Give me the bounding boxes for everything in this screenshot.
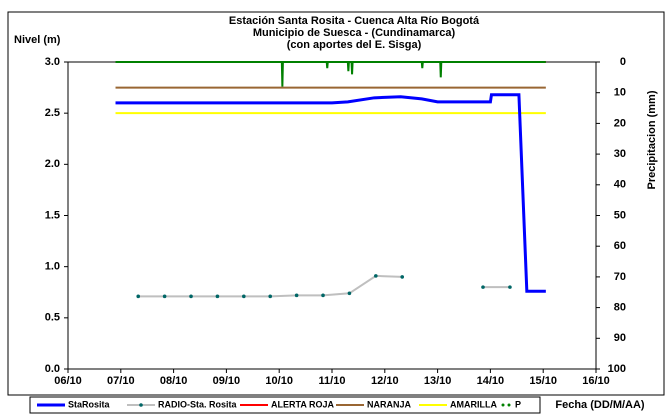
legend-label: RADIO-Sta. Rosita [158, 399, 238, 409]
y-tick-label: 1.5 [45, 209, 60, 221]
series-marker [400, 275, 405, 279]
x-tick-label: 16/10 [582, 375, 610, 387]
y2-tick-label: 20 [614, 117, 626, 129]
x-tick-label: 11/10 [319, 375, 346, 387]
plot-area [67, 61, 597, 370]
series-marker [136, 294, 141, 299]
y-tick-label: 2.5 [45, 107, 60, 119]
y2-tick-label: 90 [614, 332, 626, 344]
chart-title: Estación Santa Rosita - Cuenca Alta Río … [229, 15, 480, 27]
series-line [138, 274, 510, 298]
y2-tick-label: 60 [614, 240, 626, 252]
y2-tick-label: 100 [608, 363, 626, 375]
y-tick-label: 3.0 [45, 56, 60, 68]
legend-swatch [507, 403, 511, 407]
legend-label: NARANJA [367, 399, 412, 409]
y-tick-label: 1.0 [45, 261, 60, 273]
x-axis-label: Fecha (DD/M/AA) [555, 399, 645, 411]
series-line [115, 93, 546, 293]
x-tick-label: 08/10 [160, 375, 188, 387]
x-tick-label: 12/10 [371, 375, 399, 387]
series-marker [242, 294, 246, 299]
legend-label: P [515, 399, 521, 409]
y-axis-label: Nivel (m) [14, 34, 61, 46]
legend-swatch [501, 403, 505, 407]
chart-title: Municipio de Suesca - (Cundinamarca) [253, 27, 456, 39]
legend-label: AMARILLA [450, 399, 497, 409]
x-tick-label: 06/10 [54, 375, 82, 387]
series-line [115, 61, 546, 87]
series-marker [347, 291, 352, 296]
legend-swatch [139, 403, 143, 407]
y-tick-label: 2.0 [45, 158, 60, 170]
series-marker [268, 294, 273, 299]
x-tick-label: 07/10 [107, 375, 135, 387]
x-tick-label: 15/10 [529, 375, 557, 387]
y2-tick-label: 40 [614, 179, 626, 191]
y-tick-label: 0.5 [45, 312, 60, 324]
x-tick-label: 09/10 [213, 375, 241, 387]
series-marker [374, 274, 378, 278]
series-marker [321, 293, 325, 298]
y2-tick-label: 70 [614, 271, 626, 283]
y-tick-label: 0.0 [45, 363, 60, 375]
series-marker [162, 294, 167, 299]
y2-tick-label: 50 [614, 209, 626, 221]
chart-title: (con aportes del E. Sisga) [287, 39, 422, 51]
y2-axis-label: Precipitacion (mm) [646, 90, 658, 189]
y2-tick-label: 80 [614, 302, 626, 314]
x-tick-label: 14/10 [477, 375, 505, 387]
chart-frame [7, 11, 665, 396]
series-marker [294, 293, 299, 298]
x-tick-label: 13/10 [424, 375, 452, 387]
series-marker [189, 294, 193, 299]
legend-box [29, 396, 541, 414]
series-marker [481, 285, 485, 289]
y2-tick-label: 0 [620, 56, 626, 68]
legend-label: StaRosita [68, 399, 111, 409]
series-marker [215, 294, 220, 299]
y2-tick-label: 30 [614, 148, 626, 160]
series-marker [508, 285, 512, 289]
y2-tick-label: 10 [614, 87, 626, 99]
x-tick-label: 10/10 [265, 375, 293, 387]
legend-label: ALERTA ROJA [271, 399, 335, 409]
